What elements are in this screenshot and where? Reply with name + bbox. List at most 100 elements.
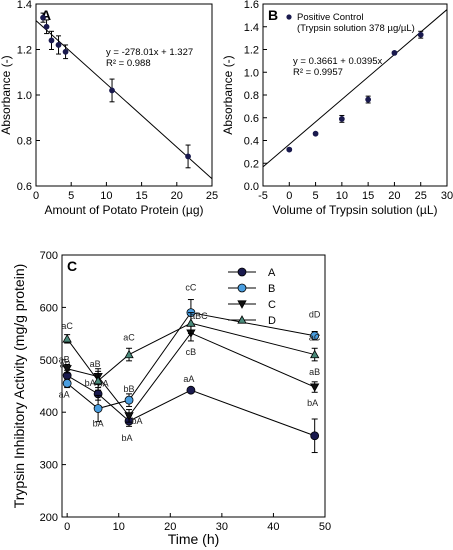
x-tick-label: 0 — [286, 190, 292, 202]
y-tick-label: 200 — [40, 512, 58, 524]
significance-label: dD — [309, 310, 321, 320]
data-point — [312, 130, 319, 137]
data-point — [237, 300, 247, 309]
data-point — [310, 331, 320, 341]
x-tick-label: 20 — [388, 190, 400, 202]
legend-label: D — [268, 315, 276, 327]
data-point — [93, 404, 103, 413]
data-point — [43, 23, 50, 30]
data-point — [62, 334, 72, 343]
legend-marker — [286, 14, 292, 20]
y-axis-title: Trypsin Inhibitory Activity (mg/g protei… — [11, 264, 27, 509]
legend-label: C — [268, 299, 276, 311]
data-point — [365, 96, 372, 103]
x-tick-label: 25 — [206, 190, 218, 202]
x-tick-label: 0 — [33, 190, 39, 202]
data-point — [55, 42, 62, 48]
significance-label: bA — [98, 379, 109, 389]
data-point — [338, 115, 345, 122]
data-point — [237, 315, 247, 324]
x-tick-label: 20 — [171, 190, 183, 202]
x-tick-label: -5 — [258, 190, 268, 202]
y-tick-label: 600 — [40, 302, 58, 314]
y-tick-label: 400 — [40, 407, 58, 419]
significance-label: bB — [124, 384, 135, 394]
y-tick-label: 1.6 — [244, 0, 259, 11]
significance-label: aBC — [190, 311, 208, 321]
y-tick-label: 1.4 — [17, 0, 32, 11]
panel-label: B — [268, 7, 278, 23]
data-point — [391, 50, 398, 56]
data-point — [124, 349, 134, 359]
data-point — [124, 395, 134, 405]
significance-label: aB — [59, 355, 70, 365]
panel-a: 0 5 10 15 20 25 0.6 0.8 1.0 1.2 1.4 Amount of Potat… — [0, 0, 218, 217]
x-axis-title: Time (h) — [168, 531, 220, 547]
legend-entry-detail: (Trypsin solution 378 µg/µL) — [297, 23, 415, 34]
y-tick-label: 1.0 — [17, 90, 32, 102]
panel-b: -5 0 5 10 15 20 25 30 0.0 0.2 0.4 0.6 0.8 1.0 1.2 1.4 1.… — [221, 0, 453, 217]
data-point — [186, 385, 196, 395]
x-tick-label: 30 — [441, 190, 453, 202]
data-point — [93, 375, 103, 385]
data-point — [237, 283, 247, 293]
x-tick-label: 10 — [100, 190, 112, 202]
significance-label: aB — [309, 367, 320, 377]
significance-label: aC — [123, 333, 135, 343]
x-tick-label: 40 — [267, 521, 279, 533]
data-point — [62, 378, 72, 388]
significance-label: bA — [93, 419, 104, 429]
significance-label: aC — [309, 333, 321, 343]
significance-label: bA — [132, 416, 143, 426]
y-tick-label: 0.0 — [244, 181, 259, 193]
data-point — [62, 365, 72, 374]
legend-label: A — [268, 267, 276, 279]
x-axis-title: Amount of Potato Protein (µg) — [45, 203, 204, 217]
significance-label: aA — [59, 389, 70, 399]
significance-label: bA — [307, 398, 318, 408]
y-tick-label: 700 — [40, 250, 58, 262]
significance-label: aB — [90, 359, 101, 369]
data-point — [237, 267, 247, 277]
x-tick-label: 25 — [415, 190, 427, 202]
y-tick-label: 0.4 — [244, 136, 259, 148]
x-tick-label: 5 — [68, 190, 74, 202]
x-axis-title: Volume of Trypsin solution (µL) — [273, 203, 438, 217]
y-tick-label: 0.6 — [17, 181, 32, 193]
x-tick-label: 20 — [164, 521, 176, 533]
y-tick-label: 500 — [40, 355, 58, 367]
data-point — [310, 349, 320, 359]
trendline — [262, 9, 448, 168]
significance-label: cB — [186, 347, 197, 357]
panel-label: C — [67, 258, 77, 274]
panel-label: A — [41, 7, 51, 23]
significance-label: bA — [122, 433, 133, 443]
trendline-equation: y = 0.3661 + 0.0395x — [293, 56, 383, 67]
data-point — [40, 14, 46, 21]
legend-label: B — [268, 283, 275, 295]
y-tick-label: 0.2 — [244, 158, 259, 170]
y-tick-label: 0.6 — [244, 113, 259, 125]
y-tick-label: 0.8 — [244, 90, 259, 102]
x-tick-label: 15 — [135, 190, 147, 202]
x-tick-label: 10 — [336, 190, 348, 202]
data-point — [286, 146, 293, 153]
data-point — [109, 87, 115, 94]
data-point — [62, 48, 69, 55]
x-tick-label: 50 — [319, 521, 331, 533]
data-point — [417, 31, 424, 38]
y-tick-label: 1.2 — [244, 45, 259, 57]
plot-frame — [61, 254, 326, 518]
data-point — [124, 412, 134, 421]
data-point — [310, 383, 320, 392]
x-tick-label: 0 — [64, 521, 70, 533]
data-point — [186, 318, 196, 327]
data-point — [310, 431, 320, 441]
panel-c: 0 10 20 30 40 50 200 300 400 500 600 700 Time (h) Try… — [11, 250, 331, 547]
data-point — [185, 153, 191, 160]
x-tick-label: 10 — [113, 521, 125, 533]
y-axis-title: Absorbance (-) — [0, 55, 13, 134]
significance-label: bA — [85, 378, 96, 388]
x-tick-label: 5 — [313, 190, 319, 202]
y-axis-title: Absorbance (-) — [221, 55, 235, 134]
